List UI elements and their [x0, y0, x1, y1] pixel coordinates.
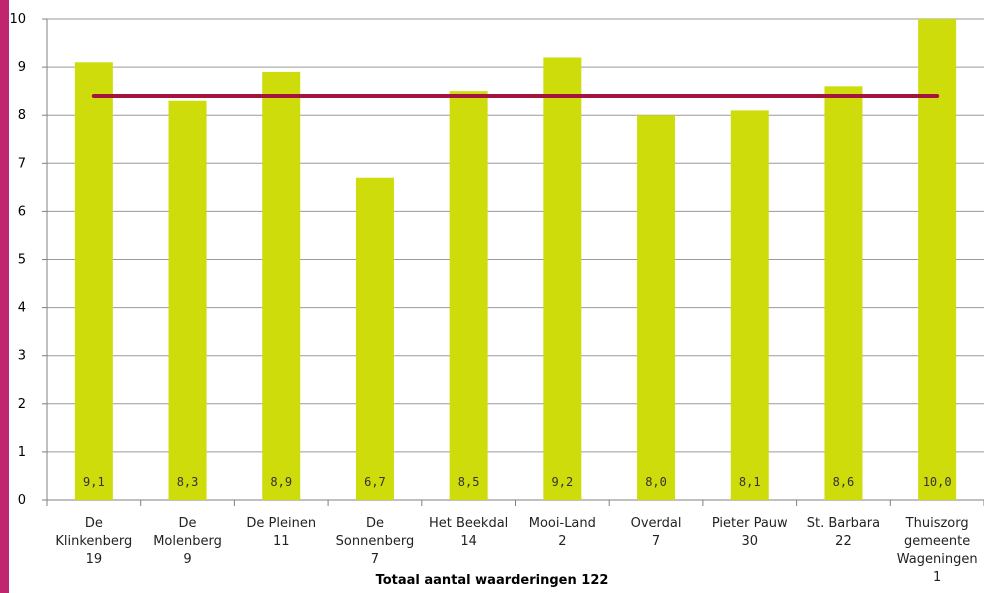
data-labels: 9,1 8,3 8,9 6,7 8,5 9,2 8,0 8,1 8,6 10,0: [83, 475, 952, 489]
bar: [355, 177, 394, 501]
category-label: De Molenberg 9: [153, 516, 222, 567]
data-label: 8,1: [739, 475, 761, 489]
y-tick-label: 2: [18, 397, 26, 412]
category-label-line: Overdal: [631, 516, 682, 531]
category-label-line: Sonnenberg: [336, 534, 415, 549]
category-label-line: St. Barbara: [807, 516, 880, 531]
data-label: 9,1: [83, 475, 105, 489]
category-label-line: Klinkenberg: [55, 534, 132, 549]
category-label-line: gemeente: [904, 534, 970, 549]
category-label-line: 14: [460, 534, 477, 549]
category-label: Thuiszorg gemeente Wageningen 1: [897, 516, 978, 585]
y-tick-label: 7: [18, 156, 26, 171]
category-label-line: Het Beekdal: [429, 516, 508, 531]
y-tick-label: 9: [18, 60, 26, 75]
category-label-line: 30: [741, 534, 758, 549]
y-tick-label: 10: [9, 12, 26, 27]
category-label: De Klinkenberg 19: [55, 516, 132, 567]
category-label-line: 7: [652, 534, 660, 549]
category-label-line: 1: [933, 570, 941, 585]
category-label: St. Barbara 22: [807, 516, 880, 549]
category-label-line: Wageningen: [897, 552, 978, 567]
bar: [74, 62, 113, 500]
data-label: 8,6: [833, 475, 855, 489]
y-tick-label: 4: [18, 301, 26, 316]
bar: [730, 110, 769, 500]
y-tick-label: 8: [18, 108, 26, 123]
data-label: 6,7: [364, 475, 386, 489]
category-label: Pieter Pauw 30: [712, 516, 788, 549]
category-label: De Sonnenberg 7: [336, 516, 415, 567]
bars: [74, 19, 957, 501]
category-label-line: 22: [835, 534, 852, 549]
bar: [543, 57, 582, 500]
data-label: 8,5: [458, 475, 480, 489]
category-label-line: 11: [273, 534, 290, 549]
category-label-line: 2: [558, 534, 566, 549]
category-label-line: De: [85, 516, 103, 531]
data-label: 8,0: [645, 475, 667, 489]
total-ratings-note: Totaal aantal waarderingen 122: [375, 573, 609, 588]
bar: [262, 71, 301, 500]
category-label: De Pleinen 11: [246, 516, 316, 549]
category-label: Overdal 7: [631, 516, 682, 549]
bar: [918, 19, 957, 500]
category-label-line: De: [179, 516, 197, 531]
y-tick-label: 6: [18, 204, 26, 219]
category-label-line: Pieter Pauw: [712, 516, 788, 531]
bar: [824, 86, 863, 500]
data-label: 8,3: [177, 475, 199, 489]
y-tick-label: 0: [18, 493, 26, 508]
category-label-line: Molenberg: [153, 534, 222, 549]
bar: [449, 91, 488, 501]
category-label-line: De: [366, 516, 384, 531]
category-label-line: 9: [183, 552, 191, 567]
category-label: Het Beekdal 14: [429, 516, 508, 549]
data-label: 9,2: [552, 475, 574, 489]
category-label-line: 7: [371, 552, 379, 567]
category-label-line: Thuiszorg: [905, 516, 969, 531]
category-label: Mooi-Land 2: [529, 516, 596, 549]
data-label: 8,9: [270, 475, 292, 489]
y-tick-label: 1: [18, 445, 26, 460]
bar: [637, 115, 676, 500]
bar: [168, 100, 207, 501]
accent-side-bar: [0, 0, 9, 593]
data-label: 10,0: [923, 475, 952, 489]
y-tick-label: 3: [18, 349, 26, 364]
category-label-line: Mooi-Land: [529, 516, 596, 531]
y-tick-label: 5: [18, 253, 26, 268]
category-label-line: 19: [86, 552, 103, 567]
category-label-line: De Pleinen: [246, 516, 316, 531]
